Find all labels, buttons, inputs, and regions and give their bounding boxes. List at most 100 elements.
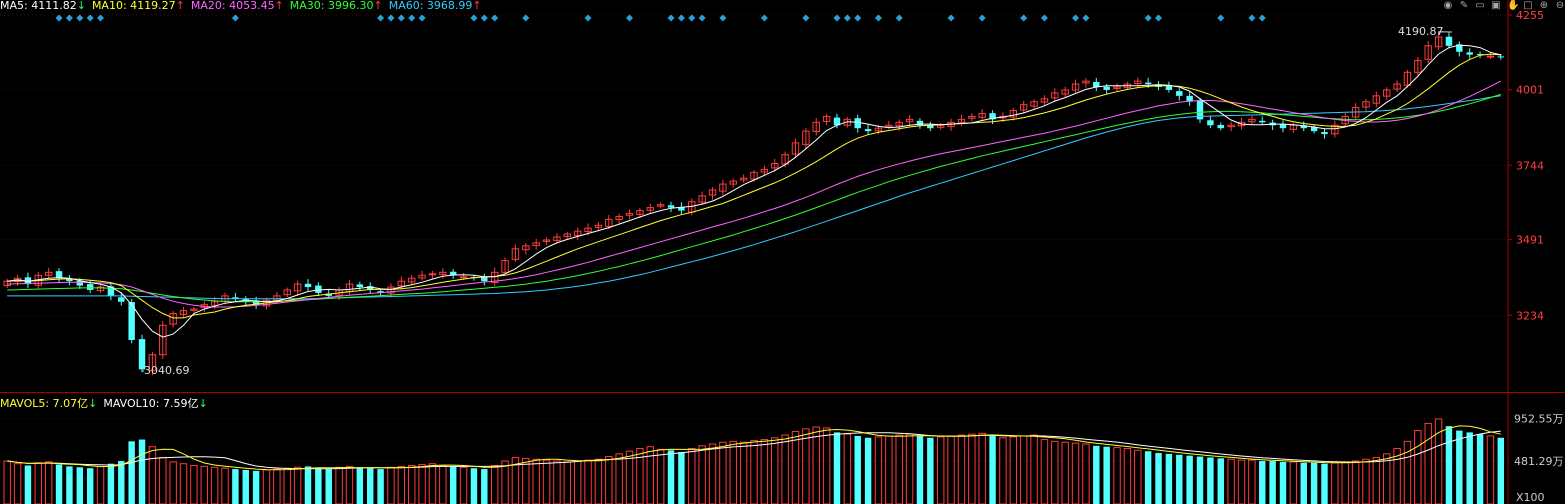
price-tick-label: 3234 — [1516, 309, 1544, 322]
volume-bar-up — [1383, 453, 1391, 504]
candle-body-down — [854, 118, 861, 129]
candle-body-down — [107, 286, 115, 296]
volume-bar-up — [1113, 447, 1121, 504]
candle-body-down — [377, 291, 384, 293]
volume-bar-down — [1269, 461, 1276, 504]
volume-bar-down — [128, 441, 135, 504]
candle-body-up — [1030, 101, 1038, 107]
volume-bar-up — [874, 436, 883, 504]
volume-bar-up — [34, 462, 43, 504]
volume-bar-up — [999, 437, 1007, 504]
hand-icon[interactable]: ✋ — [1507, 0, 1520, 11]
volume-bar-up — [490, 465, 499, 504]
candle-body-up — [190, 308, 198, 311]
candle-body-down — [1497, 56, 1505, 58]
candle-body-up — [1331, 124, 1339, 135]
zoom-in-icon[interactable]: ⊕ — [1539, 0, 1549, 11]
candle-body-down — [1445, 36, 1453, 46]
volume-bar-down — [927, 437, 934, 504]
candle-body-up — [1424, 45, 1432, 60]
candle-body-up — [1248, 118, 1256, 123]
volume-bar-down — [367, 468, 374, 504]
volume-bar-up — [812, 426, 820, 504]
zoom-out-icon[interactable]: ⊖ — [1555, 0, 1565, 11]
trend-arrow: ↑ — [274, 0, 284, 12]
volume-bar-down — [1207, 457, 1214, 504]
pen-icon[interactable]: ✎ — [1459, 0, 1469, 11]
candle-body-down — [667, 205, 675, 208]
volume-bar-down — [377, 469, 384, 504]
candle-body-up — [179, 310, 188, 315]
volume-bar-up — [1248, 459, 1256, 504]
volume-bar-up — [553, 460, 561, 504]
candle-body-up — [594, 224, 603, 228]
volume-bar-down — [916, 435, 924, 504]
trend-arrow: ↑ — [472, 0, 482, 12]
eye-icon[interactable]: ◉ — [1443, 0, 1453, 11]
candle-body-down — [315, 285, 322, 293]
candle-body-up — [522, 245, 530, 251]
window-icon[interactable]: □ — [1523, 0, 1533, 11]
signal-marker — [1144, 14, 1152, 22]
trend-arrow: ↓ — [76, 0, 86, 12]
candle-body-up — [1383, 89, 1391, 97]
candle-body-down — [1321, 132, 1328, 135]
volume-bar-up — [3, 460, 11, 504]
candle-body-down — [1476, 54, 1484, 56]
volume-bar-up — [1393, 447, 1401, 504]
volume-bar-down — [76, 467, 84, 504]
volume-bar-down — [1196, 456, 1204, 504]
candle-body-down — [449, 271, 457, 276]
candle-body-up — [1113, 86, 1121, 89]
candle-body-up — [407, 277, 416, 283]
signal-marker — [874, 14, 882, 22]
vol-legend-item: MAVOL5: 7.07亿 — [0, 397, 89, 410]
candle-body-up — [439, 271, 447, 275]
volume-bar-down — [1456, 430, 1463, 504]
candle-body-up — [532, 242, 540, 247]
signal-marker — [1248, 14, 1256, 22]
signal-marker — [584, 14, 592, 22]
candle-body-up — [625, 213, 634, 216]
signal-marker — [397, 14, 405, 22]
candle-body-down — [916, 120, 924, 126]
volume-bar-down — [55, 464, 63, 504]
volume-bar-up — [615, 453, 623, 504]
ma-legend-item: MA60: 3968.99 — [388, 0, 473, 12]
candle-body-down — [1217, 124, 1224, 129]
candle-body-up — [812, 121, 820, 132]
signal-marker — [522, 14, 530, 22]
volume-bar-up — [843, 433, 852, 504]
candle-body-up — [3, 280, 11, 287]
volume-bars — [3, 418, 1505, 504]
volume-bar-up — [221, 467, 229, 504]
trash-icon[interactable]: ▭ — [1475, 0, 1485, 11]
candle-body-up — [210, 301, 219, 306]
candle-body-up — [1061, 89, 1069, 95]
candle-body-up — [1289, 124, 1298, 130]
high-pointer — [1438, 31, 1453, 34]
candle-body-up — [874, 127, 883, 132]
candle-body-up — [719, 183, 727, 192]
volume-bar-up — [1123, 447, 1132, 504]
volume-bar-up — [501, 460, 509, 504]
signal-marker — [387, 14, 395, 22]
volume-bar-up — [345, 465, 354, 504]
signal-marker — [491, 14, 499, 22]
ma20-line — [7, 80, 1502, 308]
ma30-line — [7, 93, 1501, 303]
candle-body-up — [459, 276, 468, 279]
signal-marker — [86, 14, 94, 22]
volume-bar-up — [407, 465, 416, 504]
volume-ma-lines — [7, 425, 1501, 471]
signal-marker — [55, 14, 63, 22]
lock-icon[interactable]: ▣ — [1491, 0, 1501, 11]
price-tick-label: 3491 — [1516, 234, 1544, 247]
candle-body-up — [553, 236, 561, 242]
price-tick-label: 4001 — [1516, 84, 1544, 97]
volume-bar-up — [594, 458, 603, 504]
volume-bar-down — [470, 468, 478, 504]
ma-legend-item: MA30: 3996.30 — [289, 0, 374, 12]
candle-body-down — [138, 339, 146, 370]
